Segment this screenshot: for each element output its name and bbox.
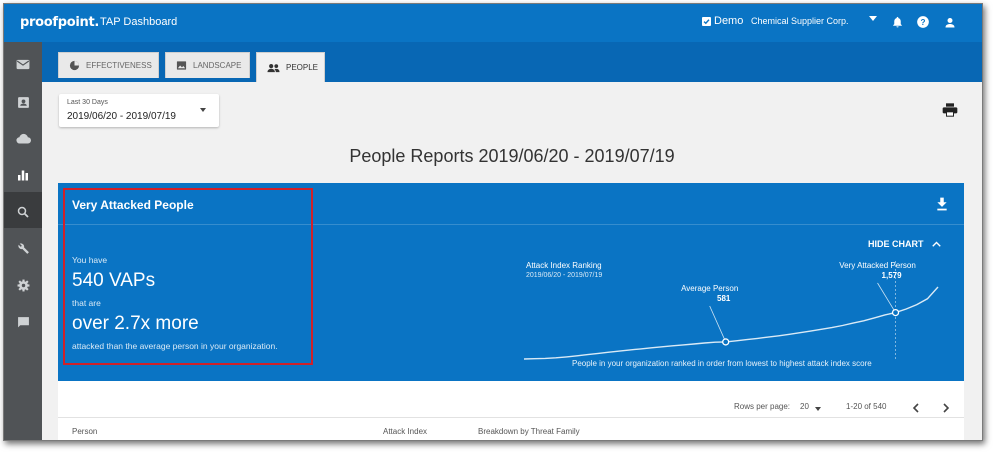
vap-connector-text: that are [72, 298, 101, 308]
demo-toggle[interactable]: Demo [702, 15, 743, 27]
chart-x-label: People in your organization ranked in or… [572, 359, 872, 368]
sidebar [4, 42, 42, 440]
next-page-icon[interactable] [940, 401, 952, 413]
attack-index-chart: Attack Index Ranking 2019/06/20 - 2019/0… [523, 261, 939, 361]
tab-landscape[interactable]: LANDSCAPE [165, 52, 250, 78]
logo[interactable]: proofpoint. [20, 15, 100, 30]
column-header-breakdown[interactable]: Breakdown by Threat Family [478, 427, 580, 436]
company-selector[interactable]: Chemical Supplier Corp. [751, 16, 849, 26]
app-window: proofpoint. TAP Dashboard Demo Chemical … [3, 3, 983, 441]
svg-text:?: ? [921, 18, 926, 27]
bar-chart-icon[interactable] [13, 165, 33, 185]
user-icon[interactable] [941, 13, 959, 31]
chevron-down-icon [200, 108, 206, 112]
message-icon[interactable] [13, 312, 33, 332]
hide-chart-button[interactable]: HIDE CHART [868, 239, 941, 249]
panel-divider [58, 224, 964, 225]
demo-checkbox[interactable] [702, 16, 711, 26]
tab-people[interactable]: PEOPLE [256, 52, 325, 82]
annotation-label: Average Person [681, 284, 738, 293]
vap-multiplier: over 2.7x more [72, 313, 199, 334]
annotation-value: 581 [717, 294, 731, 303]
date-range-value: 2019/06/20 - 2019/07/19 [67, 111, 176, 122]
attack-index-line [523, 286, 939, 360]
image-icon [176, 61, 187, 70]
vap-description: attacked than the average person in your… [72, 341, 278, 351]
chart-subtitle: 2019/06/20 - 2019/07/19 [526, 272, 602, 279]
bell-icon[interactable] [888, 13, 906, 31]
chevron-up-icon [931, 241, 941, 247]
tab-label: PEOPLE [286, 63, 319, 72]
vap-count: 540 VAPs [72, 270, 156, 291]
contact-card-icon[interactable] [13, 92, 33, 112]
mail-icon[interactable] [13, 54, 33, 74]
help-icon[interactable]: ? [914, 13, 932, 31]
people-table: Rows per page: 20 1-20 of 540 Person Att… [58, 381, 964, 440]
search-icon[interactable] [13, 202, 33, 222]
column-header-attack-index[interactable]: Attack Index [383, 427, 428, 436]
date-range-select[interactable]: Last 30 Days 2019/06/20 - 2019/07/19 [59, 94, 219, 127]
people-icon [267, 63, 280, 72]
tab-label: EFFECTIVENESS [86, 61, 152, 70]
date-range-label: Last 30 Days [67, 99, 108, 106]
chevron-down-icon[interactable] [869, 16, 877, 21]
rows-per-page-select[interactable]: 20 [800, 402, 809, 411]
sidebar-active-indicator [4, 192, 42, 228]
vap-intro-text: You have [72, 255, 108, 265]
chevron-down-icon[interactable] [815, 407, 821, 411]
pagination-range: 1-20 of 540 [846, 402, 887, 411]
download-icon[interactable] [936, 197, 950, 213]
annotation-value: 1,579 [882, 271, 903, 280]
demo-label: Demo [714, 15, 744, 27]
gear-icon[interactable] [13, 275, 33, 295]
cloud-icon[interactable] [13, 128, 33, 148]
rows-per-page-label: Rows per page: [734, 402, 791, 411]
chart-title: Attack Index Ranking [526, 261, 602, 270]
column-header-person[interactable]: Person [72, 427, 98, 436]
prev-page-icon[interactable] [910, 401, 922, 413]
app-title: TAP Dashboard [100, 16, 178, 28]
highlight-box [63, 188, 313, 365]
annotation-point [891, 308, 900, 317]
tab-effectiveness[interactable]: EFFECTIVENESS [58, 52, 159, 78]
annotation-leader [877, 282, 896, 313]
annotation-label: Very Attacked Person [839, 261, 916, 270]
annotation-leader [709, 305, 727, 343]
printer-icon[interactable] [942, 103, 958, 117]
top-bar: proofpoint. TAP Dashboard Demo Chemical … [4, 4, 982, 42]
page-title: People Reports 2019/06/20 - 2019/07/19 [349, 146, 675, 166]
vap-panel: Very Attacked People You have 540 VAPs t… [58, 183, 964, 381]
tab-label: LANDSCAPE [193, 61, 242, 70]
wrench-icon[interactable] [13, 238, 33, 258]
table-divider [58, 417, 964, 418]
panel-title: Very Attacked People [72, 198, 194, 212]
pie-chart-icon [69, 60, 80, 71]
annotation-point [722, 338, 730, 346]
hide-chart-label: HIDE CHART [868, 239, 924, 249]
